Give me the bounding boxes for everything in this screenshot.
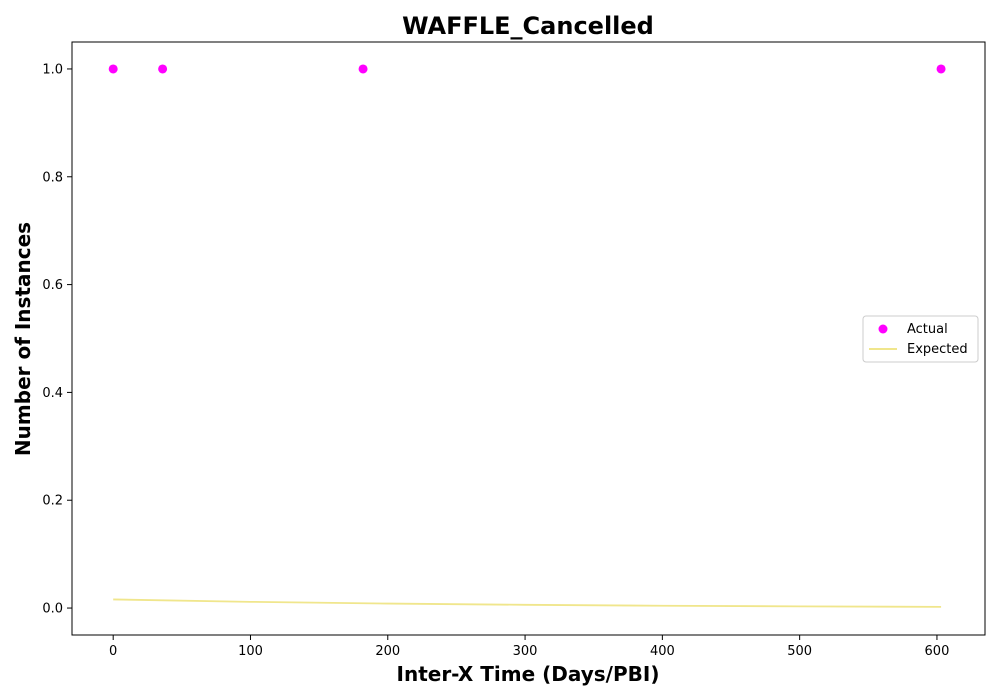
data-point-actual	[937, 64, 946, 73]
y-tick-label: 0.6	[42, 278, 63, 293]
x-tick-label: 400	[650, 644, 675, 659]
y-tick-label: 1.0	[42, 62, 63, 77]
x-tick-label: 200	[375, 644, 400, 659]
x-tick-label: 600	[925, 644, 950, 659]
data-point-actual	[158, 64, 167, 73]
y-tick-label: 0.0	[42, 602, 63, 617]
y-tick-label: 0.8	[42, 170, 63, 185]
x-tick-label: 0	[109, 644, 117, 659]
x-axis-title: Inter-X Time (Days/PBI)	[397, 662, 660, 686]
legend-label-expected: Expected	[907, 342, 968, 357]
legend: Actual Expected	[863, 316, 978, 362]
y-tick-label: 0.2	[42, 494, 63, 509]
data-point-actual	[359, 64, 368, 73]
chart-title: WAFFLE_Cancelled	[402, 12, 654, 40]
legend-marker-actual	[879, 325, 888, 334]
legend-label-actual: Actual	[907, 322, 948, 337]
x-tick-label: 500	[787, 644, 812, 659]
x-tick-label: 100	[238, 644, 263, 659]
y-axis-title: Number of Instances	[11, 222, 35, 456]
x-tick-label: 300	[513, 644, 538, 659]
y-tick-label: 0.4	[42, 386, 63, 401]
data-point-actual	[109, 64, 118, 73]
